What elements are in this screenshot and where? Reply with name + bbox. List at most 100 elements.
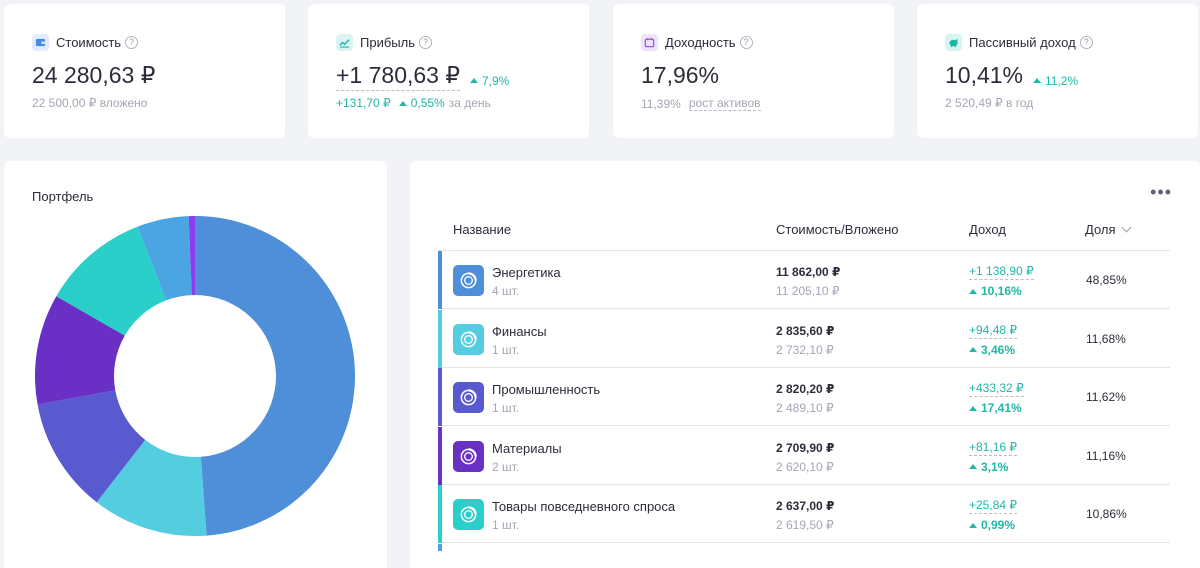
trend-chart-icon: [336, 34, 353, 51]
header-income[interactable]: Доход: [969, 222, 1006, 237]
row-income-pct: 3,1%: [969, 460, 1008, 474]
row-invested: 2 489,10 ₽: [776, 401, 834, 415]
row-name: Материалы: [492, 440, 562, 456]
row-color-bar: [438, 485, 442, 543]
row-qty: 1 шт.: [492, 401, 520, 415]
arrow-up-icon: [969, 522, 977, 528]
row-qty: 1 шт.: [492, 342, 520, 357]
donut-slice[interactable]: [96, 439, 207, 536]
stat-delta: 7,9%: [469, 74, 509, 88]
arrow-up-icon: [969, 464, 977, 469]
row-cost: 2 709,90 ₽: [776, 440, 835, 455]
stat-card-yield: Доходность ? 17,96% 11,39% рост активов: [613, 4, 894, 138]
stat-header: Доходность ?: [641, 34, 753, 51]
row-share: 11,62%: [1086, 390, 1126, 404]
stat-label: Стоимость: [56, 35, 122, 50]
sector-icon: [453, 382, 484, 413]
donut-slice[interactable]: [56, 226, 166, 336]
row-cost: 11 862,00 ₽: [776, 265, 841, 279]
row-color-bar: [438, 251, 442, 309]
row-income[interactable]: +25,84 ₽: [969, 498, 1018, 514]
stat-header: Пассивный доход ?: [945, 34, 1093, 51]
stat-value: 17,96%: [641, 62, 720, 88]
sector-icon: [453, 265, 484, 296]
stat-label: Пассивный доход: [969, 35, 1076, 50]
row-invested: 2 620,10 ₽: [776, 459, 834, 474]
row-divider: [442, 542, 1170, 543]
portfolio-donut-chart: [34, 216, 356, 536]
more-options-icon[interactable]: •••: [1150, 182, 1172, 202]
row-qty: 1 шт.: [492, 518, 520, 532]
stat-label: Доходность: [665, 35, 736, 50]
help-icon[interactable]: ?: [1079, 36, 1093, 49]
table-row[interactable]: Энергетика 4 шт. 11 862,00 ₽ 11 205,10 ₽ +1 …: [438, 251, 1170, 309]
stat-sub-suffix[interactable]: рост активов: [688, 96, 761, 111]
portfolio-card: Портфель: [4, 161, 387, 568]
row-income[interactable]: +433,32 ₽: [969, 381, 1024, 397]
row-color-bar: [438, 368, 442, 426]
row-name: Промышленность: [492, 382, 601, 397]
sector-icon: [453, 499, 484, 530]
row-invested: 2 732,10 ₽: [776, 342, 834, 357]
stat-value[interactable]: +1 780,63 ₽: [336, 62, 460, 91]
row-income[interactable]: +81,16 ₽: [969, 439, 1018, 456]
header-divider: [438, 250, 1170, 251]
table-row[interactable]: Товары повседневного спроса 1 шт. 2 637,00…: [438, 485, 1170, 543]
row-cost: 2 637,00 ₽: [776, 499, 835, 513]
row-name: Финансы: [492, 323, 547, 339]
portfolio-title: Портфель: [32, 189, 94, 204]
sector-icon: [453, 440, 484, 472]
help-icon[interactable]: ?: [739, 36, 753, 49]
stat-delta: 11,2%: [1033, 74, 1078, 88]
donut-slice[interactable]: [37, 390, 146, 503]
stat-sub: 22 500,00 ₽ вложено: [32, 96, 148, 110]
row-share: 11,16%: [1086, 448, 1126, 463]
stat-value: 24 280,63 ₽: [32, 62, 156, 88]
row-share: 11,68%: [1086, 331, 1126, 346]
row-color-bar: [438, 309, 442, 368]
donut-slice[interactable]: [188, 216, 195, 296]
row-income[interactable]: +94,48 ₽: [969, 322, 1018, 339]
row-invested: 11 205,10 ₽: [776, 284, 840, 298]
help-icon[interactable]: ?: [418, 36, 432, 49]
stat-sub-suffix: за день: [448, 96, 491, 110]
stat-header: Стоимость ?: [32, 34, 139, 51]
row-income[interactable]: +1 138,90 ₽: [969, 264, 1034, 280]
row-name: Энергетика: [492, 265, 561, 280]
arrow-up-icon: [969, 288, 977, 294]
wallet-icon: [32, 34, 49, 51]
stat-sub-value: 11,39%: [641, 96, 681, 111]
arrow-up-icon: [1033, 78, 1042, 83]
table-row[interactable]: Промышленность 1 шт. 2 820,20 ₽ 2 489,10 ₽ +…: [438, 368, 1170, 426]
donut-slice[interactable]: [195, 216, 356, 536]
row-divider: [442, 425, 1170, 426]
header-name[interactable]: Название: [453, 222, 512, 237]
stat-sub: 2 520,49 ₽ в год: [945, 96, 1034, 110]
arrow-up-icon: [969, 347, 977, 352]
donut-slice[interactable]: [137, 216, 192, 301]
stat-card-passive-income: Пассивный доход ? 10,41% 11,2% 2 520,49 …: [917, 4, 1198, 138]
donut-slice[interactable]: [34, 296, 125, 405]
row-share: 48,85%: [1086, 273, 1127, 287]
row-divider: [442, 366, 1170, 368]
table-row[interactable]: Материалы 2 шт. 2 709,90 ₽ 2 620,10 ₽ +81,16…: [438, 426, 1170, 485]
header-cost[interactable]: Стоимость/Вложено: [776, 222, 899, 237]
row-share: 10,86%: [1086, 507, 1127, 521]
row-income-pct: 17,41%: [969, 401, 1022, 415]
row-invested: 2 619,50 ₽: [776, 518, 834, 532]
row-color-bar: [438, 544, 442, 551]
stat-value: 10,41%: [945, 62, 1024, 88]
row-divider: [442, 308, 1170, 309]
row-color-bar: [438, 426, 442, 485]
row-income-pct: 3,46%: [969, 343, 1015, 357]
row-qty: 4 шт.: [492, 284, 520, 298]
help-icon[interactable]: ?: [125, 36, 139, 49]
stat-header: Прибыль ?: [336, 34, 432, 51]
calendar-icon: [641, 34, 658, 51]
header-share[interactable]: Доля: [1085, 222, 1131, 237]
row-income-pct: 10,16%: [969, 284, 1022, 298]
stat-card-profit: Прибыль ? +1 780,63 ₽ 7,9% +131,70 ₽ 0,5…: [308, 4, 589, 138]
row-divider: [442, 483, 1170, 485]
sector-icon: [453, 323, 484, 355]
table-row[interactable]: Финансы 1 шт. 2 835,60 ₽ 2 732,10 ₽ +94,48 ₽…: [438, 309, 1170, 368]
